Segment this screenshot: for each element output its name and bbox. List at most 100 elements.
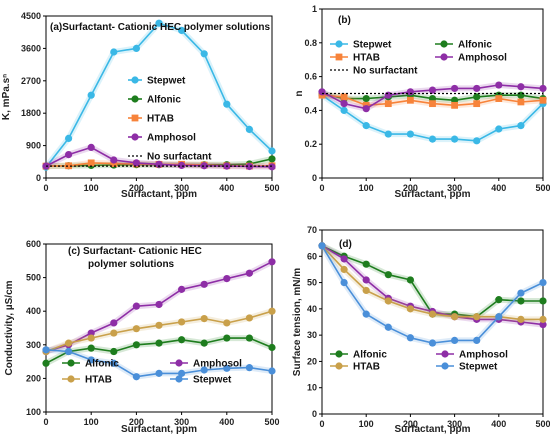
y-tick-label: 0.2 [304,139,317,149]
y-tick-label: 1 [312,4,317,14]
series-htab [42,307,276,356]
legend-label: Alfonic [458,40,492,51]
legend-item: Alfonic [128,95,181,106]
data-point [132,44,140,53]
x-axis-label: Surfactant, ppm [394,189,470,200]
data-point [384,271,392,279]
x-tick-label: 400 [491,419,506,429]
legend-item: Alfonic [330,350,387,361]
legend-label: Stepwet [147,76,186,87]
data-point [539,278,547,287]
legend-a: Stepwet Alfonic HTAB Amphosol No surfactant [128,76,212,163]
x-tick-label: 100 [359,183,374,193]
data-point [428,86,437,94]
series-stepwet [318,242,547,347]
x-tick-label: 100 [84,183,99,193]
data-point [473,313,481,321]
data-point [495,95,503,102]
data-point [473,336,481,344]
legend-marker [441,362,449,370]
y-tick-label: 500 [26,273,41,283]
data-point [384,91,392,99]
y-tick-label: 50 [307,278,317,288]
data-point [495,81,503,89]
data-point [384,130,392,138]
legend-label: Alfonic [85,359,119,370]
x-tick-label: 200 [129,417,144,427]
series-htab [318,242,547,323]
data-point [268,367,276,375]
y-tick-label: 3600 [21,43,41,53]
data-point [340,278,348,287]
y-tick-label: 100 [26,407,41,417]
legend-marker [131,95,139,103]
panel-title: (d) [339,239,352,250]
x-axis-label: Surfactant, ppm [121,189,197,200]
data-point [200,339,208,347]
panel-title: (c) Surfactant- Cationic HEC [68,246,202,257]
data-point [473,100,481,108]
legend-label: HTAB [353,53,380,64]
x-axis-label: Surfactant, ppm [394,424,470,435]
x-tick-label: 500 [264,417,279,427]
plot-frame-c [45,243,273,413]
x-tick-label: 300 [447,183,462,193]
data-point [517,289,525,297]
data-point [340,255,348,263]
legend-marker [175,359,183,367]
x-tick-label: 300 [447,419,462,429]
data-point [318,242,326,250]
data-point [245,334,253,342]
data-point [473,137,481,145]
legend-marker [440,40,448,48]
legend-label: Amphosol [459,350,508,361]
x-tick-label: 300 [174,417,189,427]
data-point [200,366,208,374]
y-tick-label: 10 [307,383,317,393]
data-point [318,88,326,96]
data-point [245,269,253,277]
data-point [406,305,414,313]
data-point [110,156,118,164]
data-point [406,130,414,138]
data-point [110,48,118,56]
legend-marker [440,53,448,61]
legend-label: Alfonic [353,350,387,361]
data-point [362,276,370,284]
data-point [200,50,208,58]
legend-item: Amphosol [170,359,242,370]
legend-marker [175,375,183,383]
data-point [155,160,163,168]
data-point [340,100,348,108]
legend-marker [441,350,449,358]
x-tick-label: 500 [535,183,550,193]
y-tick-label: 300 [26,340,41,350]
data-point [362,310,370,318]
data-point [87,356,95,364]
data-point [451,101,458,109]
x-tick-label: 0 [319,183,324,193]
x-tick-label: 400 [219,417,234,427]
y-tick-label: 0.8 [304,38,317,48]
x-tick-label: 100 [359,419,374,429]
data-point [245,364,253,372]
legend-marker [335,53,343,61]
legend-b: Stepwet Alfonic HTAB Amphosol No surfactant [330,40,507,77]
y-tick-label: 2700 [21,76,41,86]
data-point [42,359,50,367]
data-point [268,307,276,315]
data-point [87,334,95,342]
data-point [384,100,392,108]
data-point [178,318,186,326]
plot-frame-a [45,15,273,179]
data-point [245,162,253,171]
data-point [539,297,547,305]
data-point [132,159,140,167]
legend-label: Amphosol [147,133,196,144]
legend-item: Stepwet [128,76,186,87]
y-tick-label: 0.4 [304,105,317,115]
y-tick-label: 40 [307,304,317,314]
data-point [539,315,547,323]
data-point [268,155,276,163]
data-point [473,84,481,93]
